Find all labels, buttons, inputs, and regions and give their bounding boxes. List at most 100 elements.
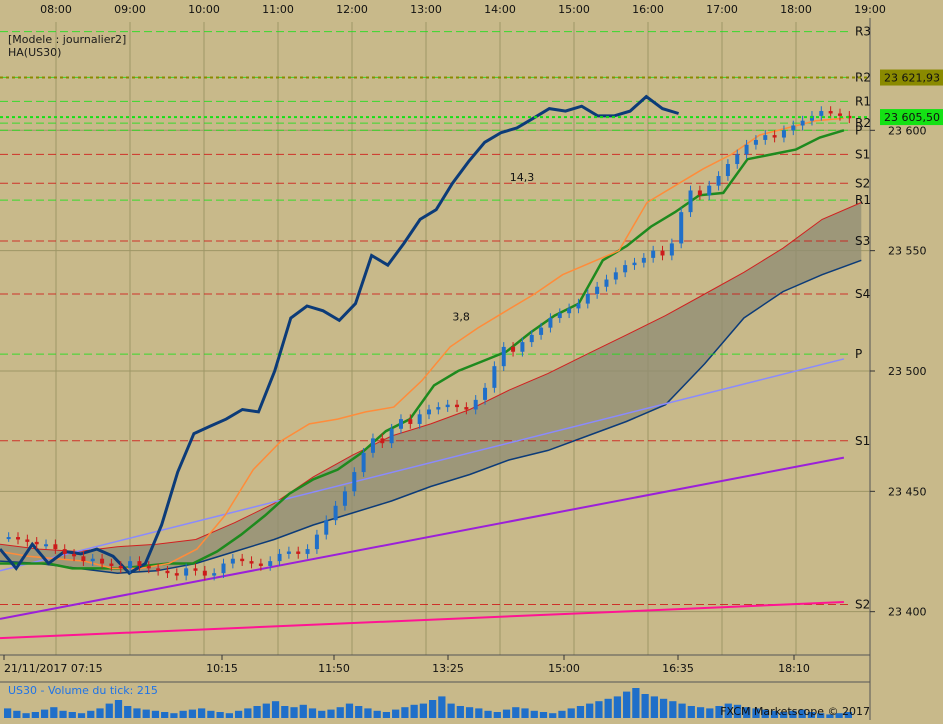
candle-body (567, 308, 572, 314)
candle-body (202, 570, 207, 576)
volume-bar (696, 707, 705, 718)
volume-bar (447, 703, 455, 718)
volume-bar (13, 710, 21, 718)
volume-bar (493, 712, 501, 718)
volume-bar (262, 703, 270, 718)
volume-bar (456, 706, 464, 718)
volume-bar (613, 696, 622, 718)
candle-body (380, 438, 385, 444)
candle-body (342, 491, 347, 506)
volume-bar (465, 707, 474, 718)
volume-bar (789, 710, 797, 718)
candle-body (230, 558, 235, 564)
price-tick-label: 23 550 (888, 245, 927, 258)
volume-bar (521, 708, 529, 718)
candle-body (212, 573, 217, 576)
candle-body (62, 549, 67, 554)
ma_pink-line (0, 601, 844, 640)
top-time-tick: 11:00 (262, 3, 294, 16)
candle-body (520, 342, 525, 352)
cloud-lower-line (0, 259, 862, 574)
candle-body (90, 558, 95, 562)
ichimoku-cloud (0, 202, 862, 574)
price-tag-box (880, 69, 943, 86)
volume-bar (290, 707, 298, 718)
bottom-time-tick: 11:50 (318, 662, 350, 675)
volume-bar (142, 709, 150, 718)
volume-bar (743, 707, 751, 718)
candle-body (641, 257, 646, 263)
candle-body (109, 563, 114, 566)
candle-body (305, 549, 310, 554)
candle-body (585, 293, 590, 304)
signal-annotation: 14,3 (510, 171, 535, 184)
candle-body (604, 279, 609, 287)
volume-bar (207, 710, 215, 718)
candle-body (436, 407, 441, 410)
volume-bar (225, 713, 233, 718)
volume-bar (438, 696, 446, 718)
candle-body (529, 334, 534, 343)
volume-bar (576, 706, 585, 718)
candle-body (809, 115, 814, 121)
candle-body (408, 419, 413, 424)
candle-body (34, 541, 39, 545)
candle-body (837, 113, 842, 116)
top-time-tick: 15:00 (558, 3, 590, 16)
volume-bar (124, 706, 132, 718)
volume-bar (299, 704, 307, 718)
candle-body (492, 366, 497, 388)
volume-bar (355, 706, 363, 718)
candle-body (128, 561, 133, 569)
volume-bar (151, 710, 160, 718)
candle-body (445, 404, 450, 408)
top-time-tick: 13:00 (410, 3, 442, 16)
volume-bar (502, 709, 511, 718)
volume-bar (253, 706, 261, 718)
candle-body (557, 313, 562, 319)
price-tag-label: 23 605,50 (884, 111, 940, 124)
pivot-label: R2 (855, 70, 871, 84)
top-time-tick: 10:00 (188, 3, 220, 16)
indicator-label: HA(US30) (8, 46, 61, 59)
pivot-label: S1 (855, 434, 870, 448)
candle-body (44, 544, 49, 547)
volume-bar (512, 707, 520, 718)
volume-bar (308, 708, 317, 718)
candle-body (791, 125, 796, 131)
volume-bar (50, 707, 58, 718)
candle-body (221, 563, 226, 574)
volume-bar (586, 703, 594, 718)
candle-body (576, 303, 581, 309)
top-axis-band (0, 0, 943, 18)
candle-body (174, 573, 179, 576)
volume-bar (844, 712, 852, 718)
candle-body (725, 164, 730, 177)
top-time-tick: 18:00 (780, 3, 812, 16)
volume-bar (114, 700, 123, 718)
bottom-time-tick: 10:15 (206, 662, 238, 675)
candle-body (258, 563, 263, 566)
candle-body (483, 387, 488, 400)
volume-bar (68, 712, 76, 718)
pivot-label: P (855, 347, 862, 361)
candle-body (25, 539, 30, 542)
volume-bar (807, 712, 816, 718)
candle-body (193, 568, 198, 571)
candle-body (753, 139, 758, 145)
candle-body (184, 568, 189, 576)
volume-bar (188, 709, 197, 718)
candle-body (389, 428, 394, 444)
price-tag-label: 23 621,93 (884, 72, 940, 85)
volume-bar (198, 708, 206, 718)
price-tick-label: 23 600 (888, 124, 927, 137)
volume-bar (539, 712, 548, 718)
pivot-label: S3 (855, 234, 870, 248)
bottom-time-tick: 13:25 (432, 662, 464, 675)
pivot-label: S2 (855, 597, 870, 611)
bottom-time-tick: 21/11/2017 07:15 (4, 662, 103, 675)
